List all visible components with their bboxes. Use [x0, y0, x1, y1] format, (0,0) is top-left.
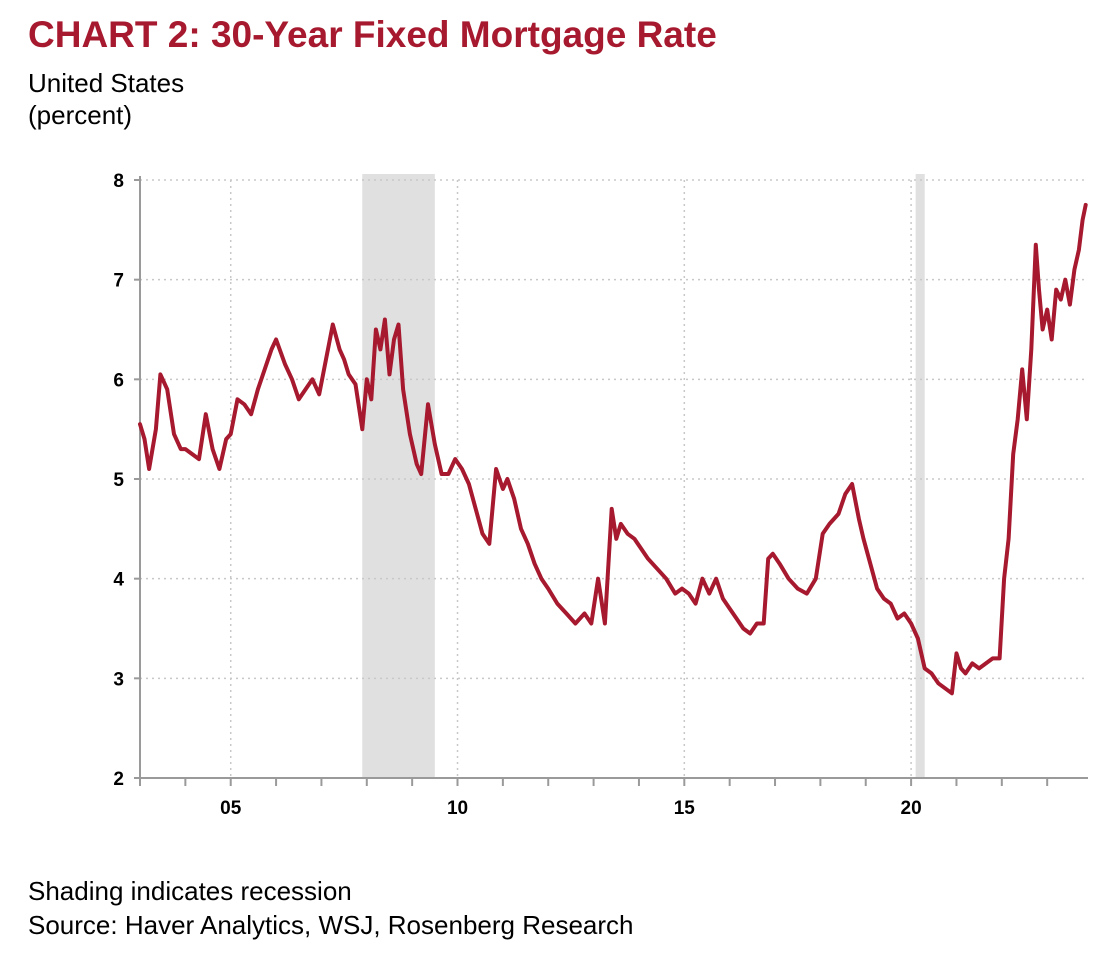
recession-note: Shading indicates recession [28, 876, 352, 906]
x-tick-label-20: 20 [901, 798, 922, 819]
grid-lines [140, 179, 1088, 778]
y-tick-label-4: 4 [113, 570, 124, 591]
y-tick-label-8: 8 [113, 171, 124, 192]
x-tick-label-05: 05 [220, 798, 242, 819]
y-tick-label-6: 6 [113, 370, 124, 391]
y-tick-label-7: 7 [113, 271, 124, 292]
y-tick-label-2: 2 [113, 769, 124, 790]
y-tick-label-5: 5 [113, 470, 124, 491]
line-chart: 2 3 4 5 6 7 8 05 10 15 20 [113, 171, 1088, 819]
chart-title: CHART 2: 30-Year Fixed Mortgage Rate [28, 14, 717, 55]
recession-band-2 [915, 174, 925, 778]
chart-subtitle-unit: (percent) [28, 100, 133, 130]
chart-subtitle-region: United States [28, 68, 185, 98]
x-tick-label-15: 15 [674, 798, 696, 819]
recession-shading [362, 174, 925, 778]
mortgage-rate-line [138, 202, 1088, 696]
x-tick-label-10: 10 [447, 798, 468, 819]
source-note: Source: Haver Analytics, WSJ, Rosenberg … [28, 910, 634, 940]
tick-labels: 2 3 4 5 6 7 8 05 10 15 20 [113, 171, 921, 819]
series-layer [138, 202, 1088, 696]
axes [134, 176, 1088, 786]
y-tick-label-3: 3 [113, 669, 124, 690]
recession-band-1 [362, 174, 435, 778]
